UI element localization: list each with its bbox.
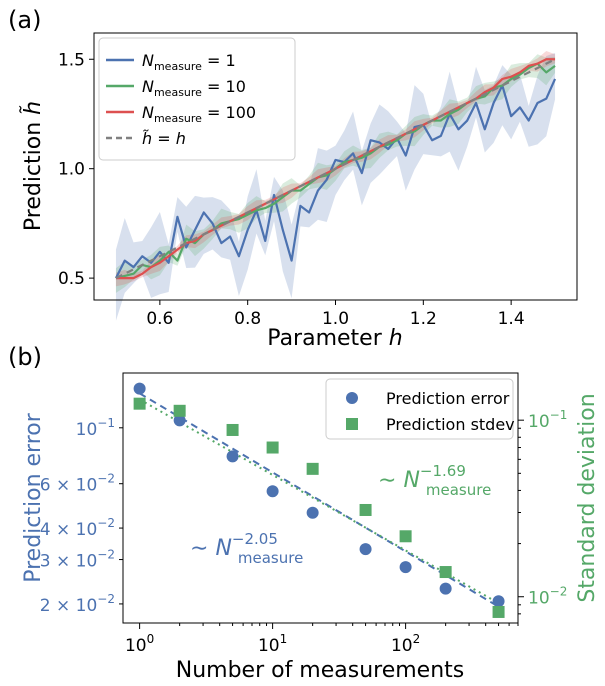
b-data-points xyxy=(133,382,505,618)
b-legend-marker-square xyxy=(346,418,358,430)
a-y-tick-label: 0.5 xyxy=(58,269,85,289)
a-ideal-line xyxy=(115,58,556,280)
a-band-n1 xyxy=(115,53,556,321)
b-stdev-point xyxy=(439,566,452,579)
b-error-point xyxy=(399,561,412,574)
b-error-point xyxy=(173,414,186,427)
a-legend-label: Nmeasure = 100 xyxy=(142,103,256,125)
b-fit-annotation-error: ∼ N−2.05 measure xyxy=(190,530,303,567)
b-error-point xyxy=(226,450,239,463)
b-legend-entry: Prediction stdev xyxy=(346,415,515,434)
a-legend-entry: Nmeasure = 10 xyxy=(106,77,246,99)
a-legend-label: h̃ = h xyxy=(142,129,186,148)
b-legend-label: Prediction error xyxy=(386,389,510,408)
a-y-tick-label: 1.5 xyxy=(58,50,85,70)
a-y-tick-label: 1.0 xyxy=(58,160,85,180)
b-right-y-axis-label: Standard deviation xyxy=(575,393,600,602)
b-right-y-tick-label: 10−1 xyxy=(528,408,567,432)
b-x-tick-label: 100 xyxy=(125,632,154,656)
b-legend-box xyxy=(325,378,514,440)
b-error-point xyxy=(306,506,319,519)
b-error-point xyxy=(266,485,279,498)
b-left-y-tick-label: 2 × 10−2 xyxy=(40,592,115,616)
panel-a-label: (a) xyxy=(8,6,41,34)
panel-b-label: (b) xyxy=(8,343,42,371)
b-left-y-ticks: 10−1 6 × 10−2 4 × 10−2 3 × 10−2 2 × 10−2 xyxy=(40,416,123,616)
panel-a: (a) 0.6 0.8 1.0 1.2 1.4 0.5 1.0 1.5 Parameter … xyxy=(8,6,578,351)
b-fit-line-left xyxy=(139,392,500,608)
a-series-lines xyxy=(114,58,557,280)
a-x-tick-label: 0.6 xyxy=(146,309,173,329)
b-error-point xyxy=(492,595,505,608)
b-stdev-point xyxy=(492,605,505,618)
panel-b: (b) 100 101 102 10−1 6 × 10−2 4 × 10−2 3 × 10… xyxy=(8,343,600,683)
b-left-y-axis-label: Prediction error xyxy=(21,412,46,582)
b-left-y-tick-label: 3 × 10−2 xyxy=(40,548,115,572)
b-fit-line-right xyxy=(139,398,500,605)
a-x-tick-label: 1.0 xyxy=(322,309,349,329)
a-legend-label: Nmeasure = 10 xyxy=(142,77,246,99)
a-legend-entry: Nmeasure = 1 xyxy=(106,51,236,73)
b-left-y-tick-label: 4 × 10−2 xyxy=(40,516,115,540)
b-stdev-point xyxy=(133,397,146,410)
b-fit-annotation-stdev: ∼ N−1.69 measure xyxy=(378,462,491,499)
b-stdev-point xyxy=(399,530,412,543)
a-x-tick-label: 1.2 xyxy=(410,309,437,329)
a-y-ticks: 0.5 1.0 1.5 xyxy=(58,50,94,289)
a-legend-label: Nmeasure = 1 xyxy=(142,51,236,73)
a-legend-box xyxy=(98,37,296,161)
b-stdev-point xyxy=(359,503,372,516)
b-left-y-tick-label: 6 × 10−2 xyxy=(40,472,115,496)
b-legend-entry: Prediction error xyxy=(346,389,510,408)
b-error-point xyxy=(359,543,372,556)
b-x-tick-label: 101 xyxy=(258,632,287,656)
a-y-axis-label: Prediction h̃ xyxy=(20,101,46,231)
b-legend-marker-circle xyxy=(346,392,358,404)
b-x-tick-label: 102 xyxy=(391,632,420,656)
b-x-ticks: 100 101 102 xyxy=(125,623,519,656)
a-x-tick-label: 1.4 xyxy=(498,309,525,329)
b-x-axis-label: Number of measurements xyxy=(176,658,465,683)
b-legend-label: Prediction stdev xyxy=(386,415,515,434)
b-stdev-point xyxy=(173,404,186,417)
a-legend-entry: h̃ = h xyxy=(106,129,186,148)
b-left-y-tick-label: 10−1 xyxy=(76,416,115,440)
b-fit-lines xyxy=(139,392,500,608)
b-stdev-point xyxy=(306,462,319,475)
b-legend: Prediction error Prediction stdev xyxy=(325,378,515,440)
b-error-point xyxy=(439,582,452,595)
a-x-ticks: 0.6 0.8 1.0 1.2 1.4 xyxy=(146,300,525,329)
a-x-axis-label: Parameter h xyxy=(267,326,402,351)
b-error-point xyxy=(133,382,146,395)
b-stdev-point xyxy=(266,441,279,454)
b-right-y-tick-label: 10−2 xyxy=(528,585,567,609)
a-legend-entry: Nmeasure = 100 xyxy=(106,103,256,125)
a-legend: Nmeasure = 1 Nmeasure = 10 Nmeasure = 10… xyxy=(98,37,296,161)
b-stdev-point xyxy=(226,423,239,436)
b-plot-frame xyxy=(122,372,519,624)
a-x-tick-label: 0.8 xyxy=(234,309,261,329)
b-right-y-ticks: 10−1 10−2 xyxy=(518,408,567,615)
